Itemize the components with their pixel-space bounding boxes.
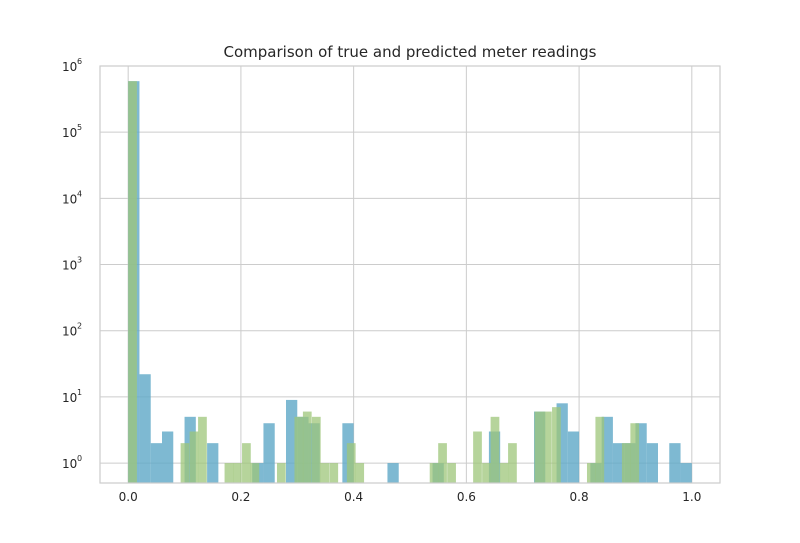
histogram-bar (508, 443, 517, 483)
chart-title: Comparison of true and predicted meter r… (224, 43, 597, 61)
x-tick-label: 0.2 (231, 490, 250, 504)
grid-lines (100, 65, 720, 483)
x-tick-label: 0.0 (119, 490, 138, 504)
histogram-bar (438, 443, 447, 483)
histogram-bar (224, 463, 234, 483)
histogram-bar (233, 463, 242, 483)
histogram-bar (552, 407, 561, 483)
x-axis-ticks: 0.0 0.2 0.4 0.6 0.8 1.0 (119, 490, 702, 504)
histogram-bar (311, 416, 321, 483)
y-tick-label: 10 (62, 192, 77, 206)
histogram-bar (680, 463, 692, 483)
y-tick-label: 10 (62, 391, 77, 405)
histogram-bar (346, 443, 356, 483)
histogram-bars (128, 81, 692, 484)
y-tick-exponent: 6 (77, 57, 82, 66)
histogram-bar (490, 416, 500, 483)
x-tick-label: 0.8 (570, 490, 589, 504)
histogram-bar (447, 463, 456, 483)
y-tick-label: 10 (62, 60, 77, 74)
y-tick-label: 10 (62, 126, 77, 140)
histogram-bar (534, 411, 544, 483)
x-tick-label: 1.0 (682, 490, 701, 504)
histogram-bar (128, 81, 137, 484)
histogram-bar (162, 431, 174, 483)
histogram-bar (320, 463, 330, 483)
x-tick-label: 0.6 (457, 490, 476, 504)
histogram-bar (286, 399, 298, 483)
histogram-bar (556, 403, 568, 483)
histogram-bar (612, 443, 625, 483)
histogram-bar (387, 463, 399, 483)
y-tick-label: 10 (62, 325, 77, 339)
histogram-bar (302, 411, 312, 483)
histogram-bar (595, 416, 605, 483)
histogram-bar (499, 463, 509, 483)
histogram-bar (150, 443, 162, 483)
y-tick-label: 10 (62, 259, 77, 273)
histogram-bar (276, 463, 286, 483)
histogram-bar (294, 416, 304, 483)
y-tick-exponent: 1 (77, 388, 82, 397)
histogram-bar (601, 416, 613, 483)
histogram-bar (586, 463, 596, 483)
y-tick-label: 10 (62, 457, 77, 471)
histogram-bar (250, 463, 260, 483)
y-tick-exponent: 2 (77, 322, 82, 331)
y-tick-exponent: 4 (77, 189, 82, 198)
histogram-bar (630, 423, 640, 483)
histogram-bar (355, 463, 365, 483)
histogram-bar (242, 443, 251, 483)
y-tick-exponent: 3 (77, 256, 82, 265)
histogram-bar (189, 431, 199, 483)
y-tick-exponent: 0 (77, 454, 82, 463)
histogram-bar (198, 416, 207, 483)
histogram-bar (543, 411, 552, 483)
histogram-bar (429, 463, 439, 483)
histogram-bar (646, 443, 658, 483)
histogram-bar (329, 463, 339, 483)
histogram-bar (180, 443, 190, 483)
histogram-bar (207, 443, 219, 483)
histogram-bar (567, 431, 580, 483)
histogram-bar (263, 423, 275, 483)
histogram-bar (635, 423, 647, 483)
histogram-bar (669, 443, 681, 483)
histogram-bar (473, 431, 482, 483)
x-tick-label: 0.4 (344, 490, 363, 504)
histogram-bar (482, 463, 491, 483)
y-tick-exponent: 5 (77, 123, 82, 132)
axes-frame (99, 65, 721, 484)
histogram-bar (621, 443, 631, 483)
histogram-bar (139, 374, 151, 483)
